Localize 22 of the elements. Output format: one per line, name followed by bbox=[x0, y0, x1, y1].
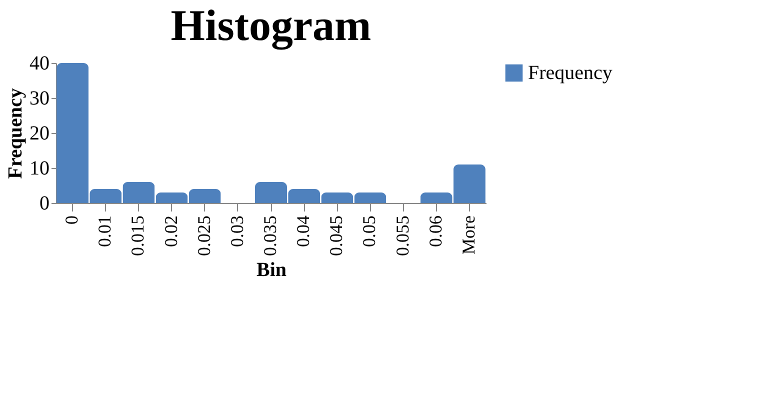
x-tick-label: 0.03 bbox=[226, 216, 247, 247]
x-tick-label: 0 bbox=[62, 216, 82, 224]
x-tick-label: 0.02 bbox=[160, 216, 181, 247]
legend-label: Frequency bbox=[528, 62, 612, 84]
y-axis-title: Frequency bbox=[4, 88, 26, 179]
x-tick-label: 0.06 bbox=[425, 216, 446, 247]
chart-title: Histogram bbox=[170, 1, 372, 50]
y-tick-label: 30 bbox=[30, 88, 50, 110]
x-tick-label: 0.035 bbox=[260, 216, 280, 256]
y-tick-label: 40 bbox=[30, 52, 50, 74]
x-tick-label: 0.01 bbox=[94, 216, 115, 247]
x-tick-label: 0.05 bbox=[359, 216, 380, 247]
x-tick-label: More bbox=[458, 216, 478, 254]
x-tick-label: 0.045 bbox=[326, 216, 346, 256]
x-tick-label: 0.015 bbox=[128, 216, 148, 256]
y-tick-label: 10 bbox=[30, 158, 50, 180]
y-tick-label: 0 bbox=[40, 192, 50, 214]
x-tick-label: 0.025 bbox=[194, 216, 214, 256]
x-axis-title: Bin bbox=[256, 259, 287, 281]
y-tick-label: 20 bbox=[30, 122, 50, 144]
x-tick-label: 0.055 bbox=[392, 216, 412, 256]
x-tick-label: 0.04 bbox=[293, 216, 314, 247]
